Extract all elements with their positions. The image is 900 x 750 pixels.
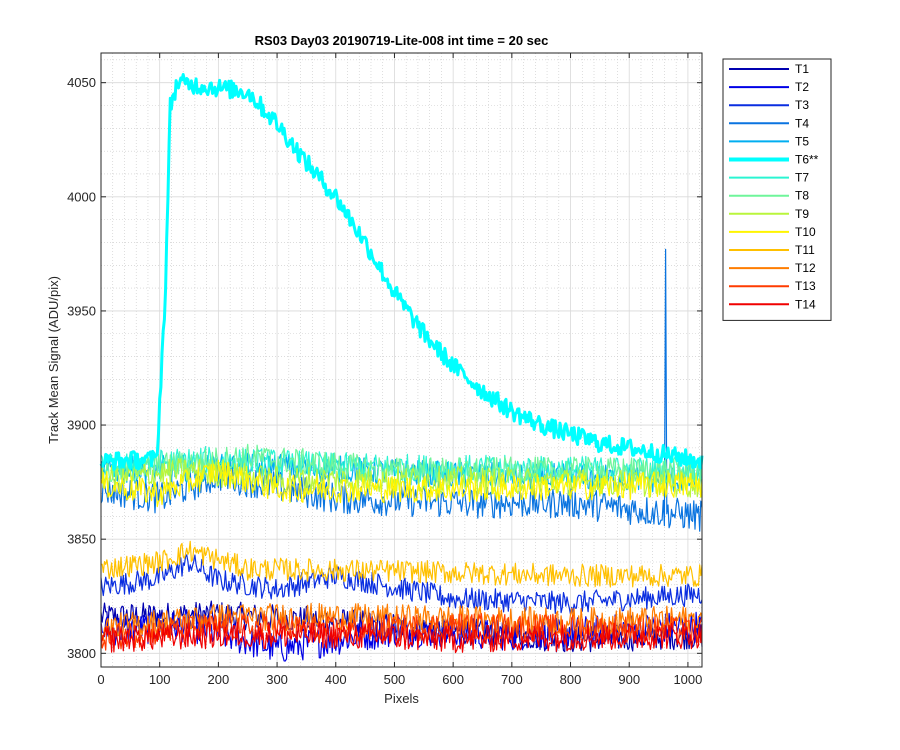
series-line-t6	[99, 73, 704, 472]
chart-title: RS03 Day03 20190719-Lite-008 int time = …	[255, 33, 549, 48]
series-line-t13	[100, 612, 703, 651]
y-tick-label: 3800	[67, 646, 96, 661]
legend-label: T9	[795, 207, 809, 221]
x-tick-label: 300	[266, 672, 288, 687]
series-line-t12	[100, 602, 703, 642]
plot-frame	[100, 52, 703, 668]
x-axis-label: Pixels	[384, 691, 419, 706]
x-tick-label: 700	[501, 672, 523, 687]
y-tick-label: 3950	[67, 303, 96, 318]
series-line-t3	[100, 554, 703, 615]
y-axis-label: Track Mean Signal (ADU/pix)	[46, 276, 61, 444]
series-line-t11	[101, 540, 703, 588]
legend-label: T3	[795, 98, 809, 112]
legend-label: T7	[795, 171, 809, 185]
x-tick-label: 1000	[673, 672, 702, 687]
legend-label: T13	[795, 279, 816, 293]
series-line-t8	[100, 443, 703, 485]
legend-label: T6**	[795, 153, 819, 167]
y-tick-label: 4050	[67, 75, 96, 90]
legend-label: T4	[795, 116, 809, 130]
plot-lines	[99, 73, 704, 662]
legend-label: T12	[795, 261, 816, 275]
series-line-t10	[100, 459, 703, 508]
x-tick-label: 100	[149, 672, 171, 687]
y-tick-label: 3850	[67, 532, 96, 547]
legend-label: T10	[795, 225, 816, 239]
legend-label: T8	[795, 189, 809, 203]
series-line-t14	[100, 621, 703, 654]
axis-ticks: 0 100 200 300 400 500 600 700 800 900 1000 3800 3850…	[67, 53, 702, 687]
legend-label: T5	[795, 134, 809, 148]
x-tick-label: 800	[560, 672, 582, 687]
legend-label: T14	[795, 297, 816, 311]
y-tick-label: 4000	[67, 189, 96, 204]
legend-box	[722, 58, 832, 321]
y-tick-label: 3900	[67, 418, 96, 433]
x-tick-label: 200	[208, 672, 230, 687]
legend-label: T2	[795, 80, 809, 94]
x-tick-label: 900	[618, 672, 640, 687]
x-tick-label: 500	[384, 672, 406, 687]
legend: T1 T2 T3 T4 T5 T6** T7 T8 T9 T10 T11 T12 T13 T14	[722, 58, 832, 321]
x-tick-label: 600	[442, 672, 464, 687]
legend-label: T11	[795, 243, 815, 257]
x-tick-label: 400	[325, 672, 347, 687]
x-tick-label: 0	[97, 672, 104, 687]
legend-label: T1	[795, 62, 809, 76]
